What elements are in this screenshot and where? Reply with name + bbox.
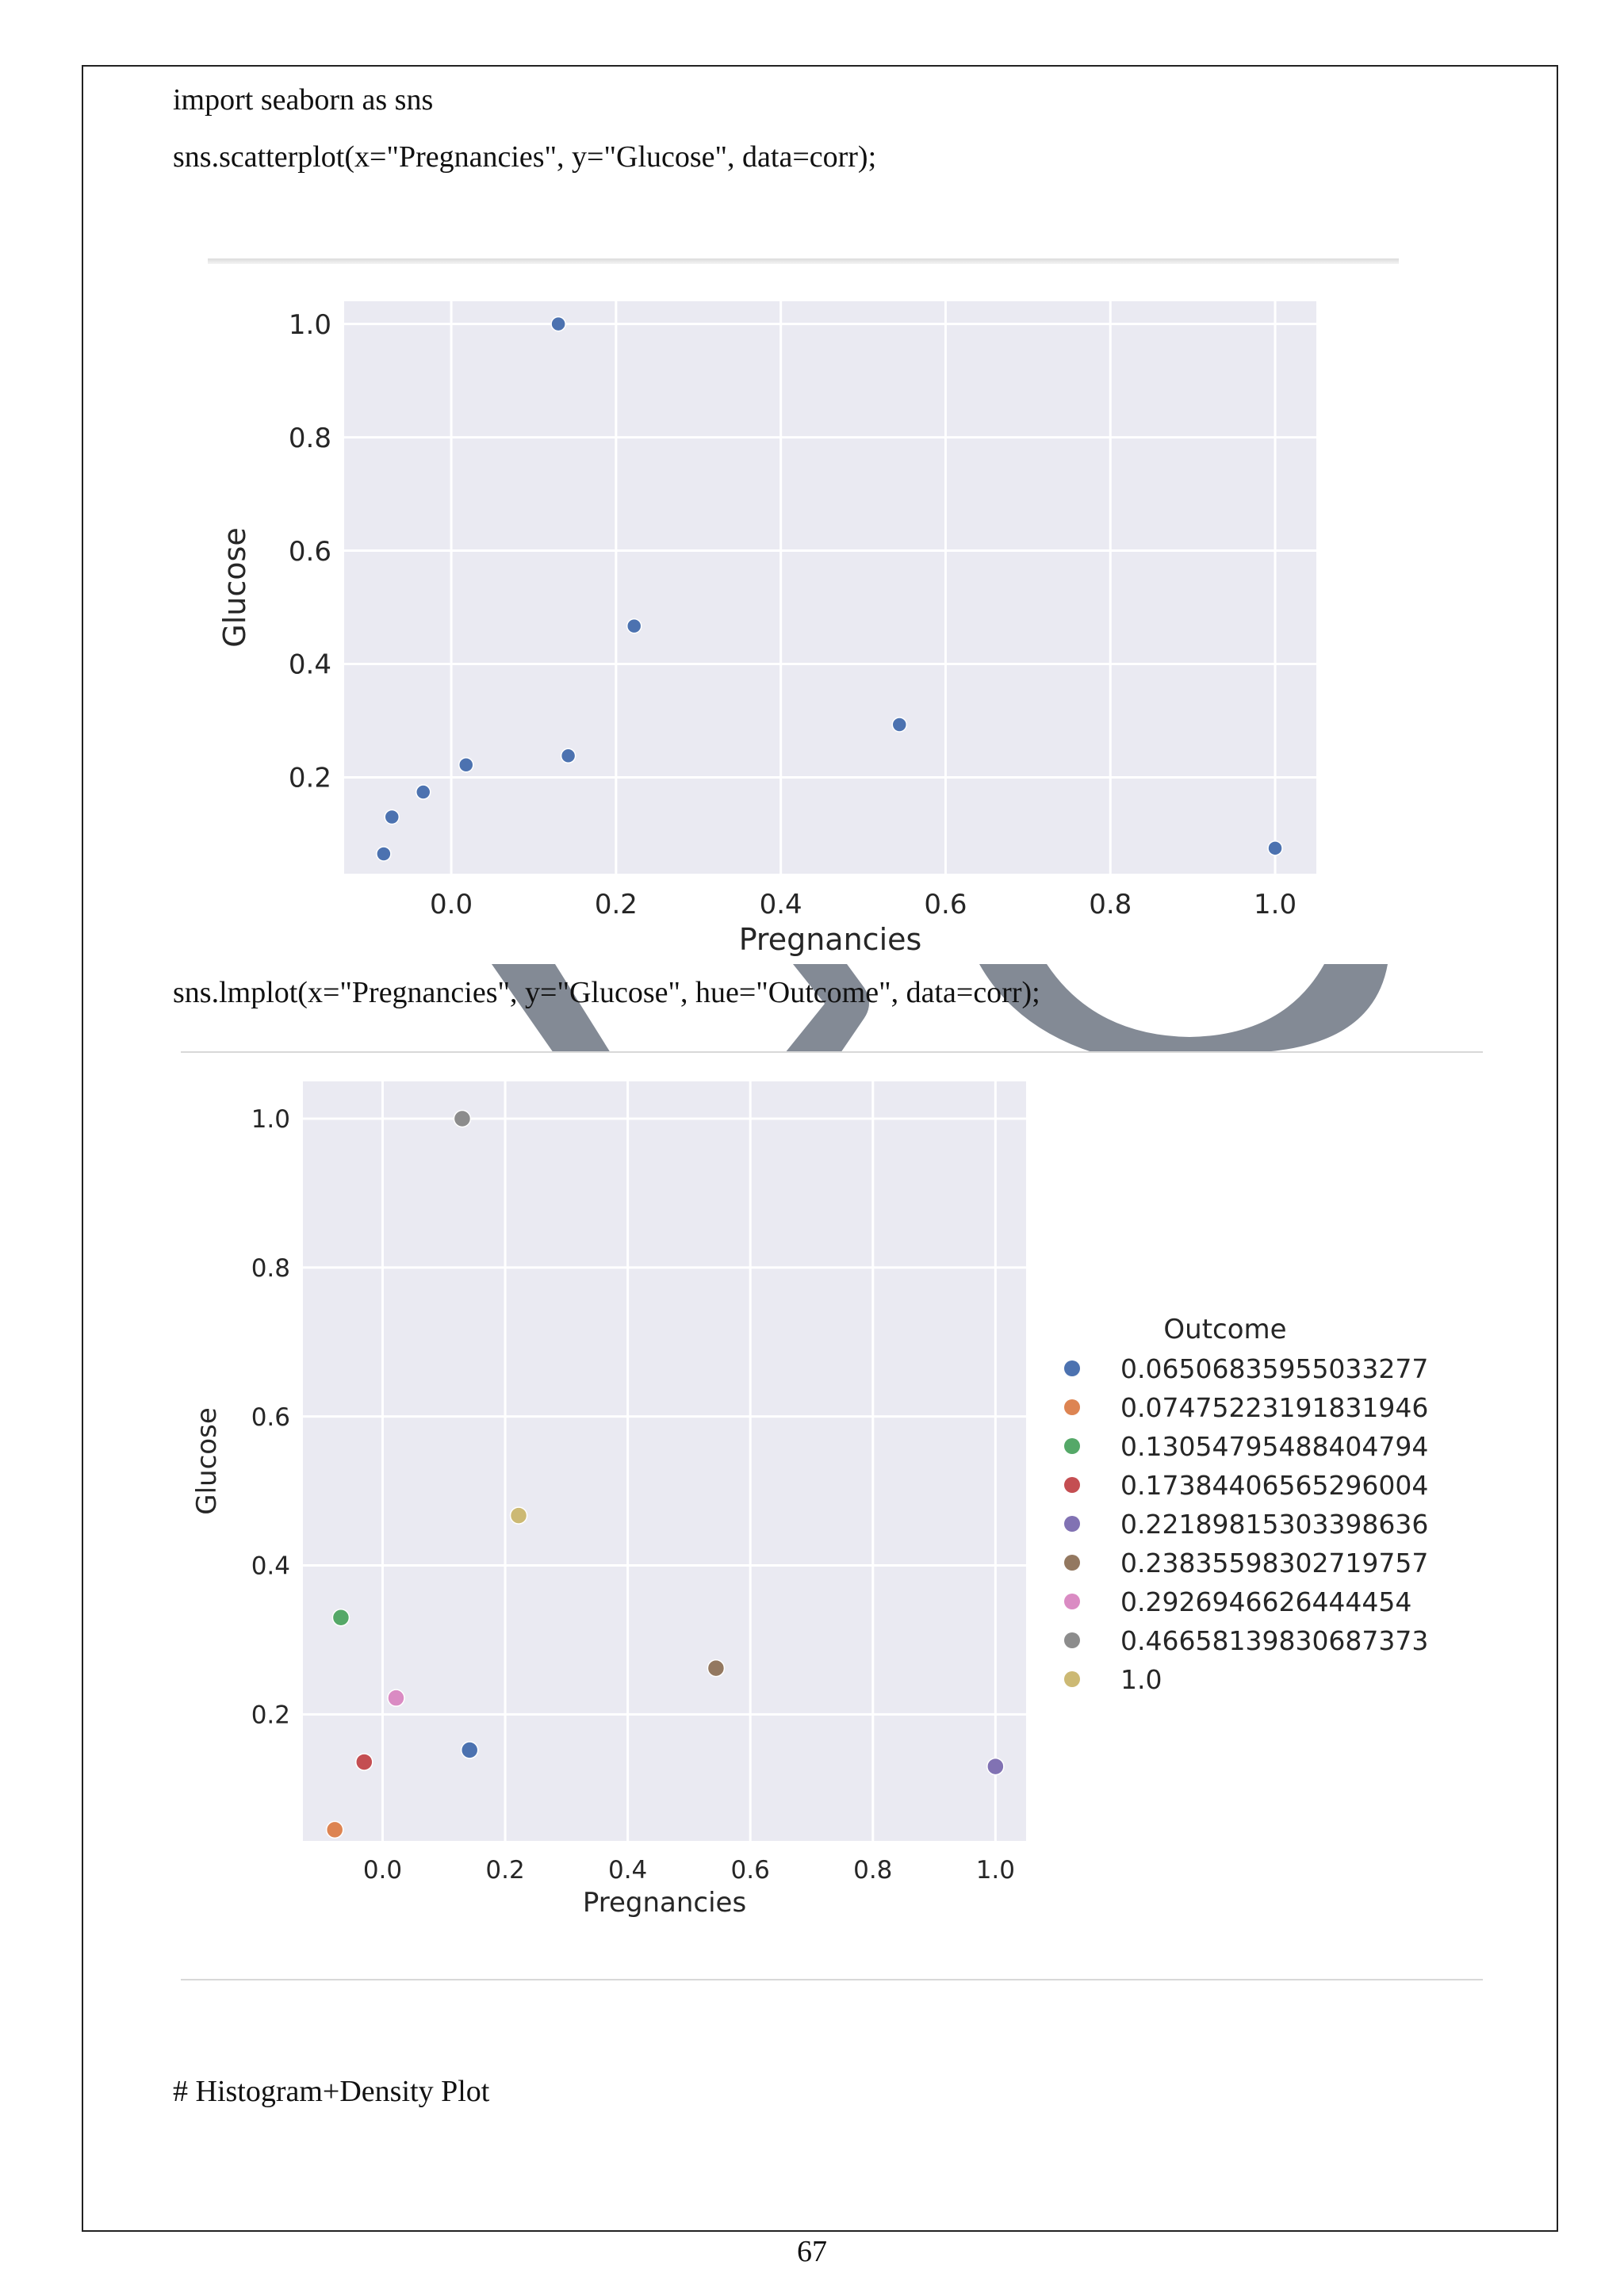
legend-marker — [1064, 1671, 1080, 1687]
data-point — [986, 1757, 1005, 1776]
y-tick-label: 0.4 — [289, 649, 331, 681]
legend-label: 0.13054795488404794 — [1120, 1431, 1428, 1462]
legend-title: Outcome — [1163, 1314, 1286, 1345]
legend-marker — [1064, 1632, 1080, 1648]
lmplot-figure: 0.0 0.2 0.4 0.6 0.8 1.0 0.2 0.4 0.6 0.8 1.0 Pregnan… — [191, 1081, 1428, 1919]
legend-marker — [1064, 1477, 1080, 1493]
x-tick-label: 0.2 — [595, 889, 638, 920]
data-point — [458, 756, 474, 773]
y-tick-label: 0.8 — [251, 1254, 290, 1283]
data-point — [560, 748, 576, 764]
y-tick-label: 0.4 — [251, 1552, 290, 1581]
code-comment-histogram: # Histogram+Density Plot — [173, 2075, 490, 2108]
y-tick-label: 0.8 — [289, 423, 331, 454]
legend-marker — [1064, 1555, 1080, 1571]
y-tick-label: 0.6 — [289, 536, 331, 568]
y-axis-label: Glucose — [191, 1407, 223, 1514]
y-axis-label: Glucose — [217, 527, 252, 647]
legend-label: 0.46658139830687373 — [1120, 1625, 1428, 1656]
data-point — [550, 316, 566, 332]
scatterplot-figure: 0.0 0.2 0.4 0.6 0.8 1.0 0.2 0.4 0.6 0.8 1.0 Pregnan… — [217, 301, 1316, 957]
x-axis-label: Pregnancies — [583, 1887, 746, 1919]
data-point — [509, 1506, 528, 1525]
code-line-import: import seaborn as sns — [173, 83, 434, 117]
legend-marker — [1064, 1438, 1080, 1454]
legend-label: 0.06506835955033277 — [1120, 1353, 1428, 1384]
plot-area — [303, 1081, 1026, 1841]
x-tick-label: 0.4 — [608, 1856, 647, 1885]
y-tick-label: 0.2 — [251, 1701, 290, 1729]
x-tick-label: 0.6 — [731, 1856, 770, 1885]
code-line-lmplot: sns.lmplot(x="Pregnancies", y="Glucose",… — [173, 976, 1040, 1009]
data-point — [384, 809, 400, 825]
x-axis-label: Pregnancies — [739, 922, 922, 957]
x-tick-label: 0.6 — [924, 889, 967, 920]
legend-label: 0.07475223191831946 — [1120, 1392, 1428, 1423]
data-point — [325, 1820, 344, 1839]
plot-area — [344, 301, 1316, 874]
x-tick-label: 0.8 — [853, 1856, 892, 1885]
output-separator-top — [208, 258, 1399, 264]
data-point — [1267, 840, 1283, 856]
data-point — [387, 1689, 405, 1707]
y-tick-label: 0.6 — [251, 1403, 290, 1432]
legend-label: 0.17384406565296004 — [1120, 1470, 1428, 1501]
watermark-logo — [492, 964, 1396, 1053]
page-number: 67 — [797, 2235, 827, 2268]
data-point — [331, 1608, 350, 1627]
data-point — [460, 1741, 479, 1759]
data-point — [415, 784, 431, 800]
data-point — [453, 1109, 472, 1128]
legend-marker — [1064, 1516, 1080, 1532]
y-tick-label: 0.2 — [289, 763, 331, 794]
legend-label: 1.0 — [1120, 1664, 1162, 1695]
x-tick-label: 1.0 — [1254, 889, 1297, 920]
output-separator-middle — [181, 1051, 1483, 1053]
legend-marker — [1064, 1594, 1080, 1609]
x-tick-label: 0.0 — [430, 889, 473, 920]
legend-label: 0.2926946626444454 — [1120, 1586, 1411, 1617]
x-tick-label: 0.4 — [760, 889, 802, 920]
legend-marker — [1064, 1399, 1080, 1415]
data-point — [707, 1659, 726, 1678]
legend-label: 0.22189815303398636 — [1120, 1509, 1428, 1540]
code-line-scatterplot: sns.scatterplot(x="Pregnancies", y="Gluc… — [173, 140, 877, 174]
x-tick-label: 0.0 — [363, 1856, 402, 1885]
x-tick-label: 1.0 — [976, 1856, 1015, 1885]
data-point — [376, 846, 392, 862]
legend-label: 0.23835598302719757 — [1120, 1548, 1428, 1578]
x-tick-label: 0.8 — [1089, 889, 1132, 920]
x-tick-label: 0.2 — [485, 1856, 524, 1885]
data-point — [891, 717, 908, 733]
y-tick-label: 1.0 — [289, 309, 331, 341]
output-separator-bottom — [181, 1979, 1483, 1980]
data-point — [626, 618, 642, 634]
legend-marker — [1064, 1360, 1080, 1376]
page-border — [82, 65, 1558, 2232]
data-point — [355, 1753, 373, 1771]
y-tick-label: 1.0 — [251, 1105, 290, 1134]
